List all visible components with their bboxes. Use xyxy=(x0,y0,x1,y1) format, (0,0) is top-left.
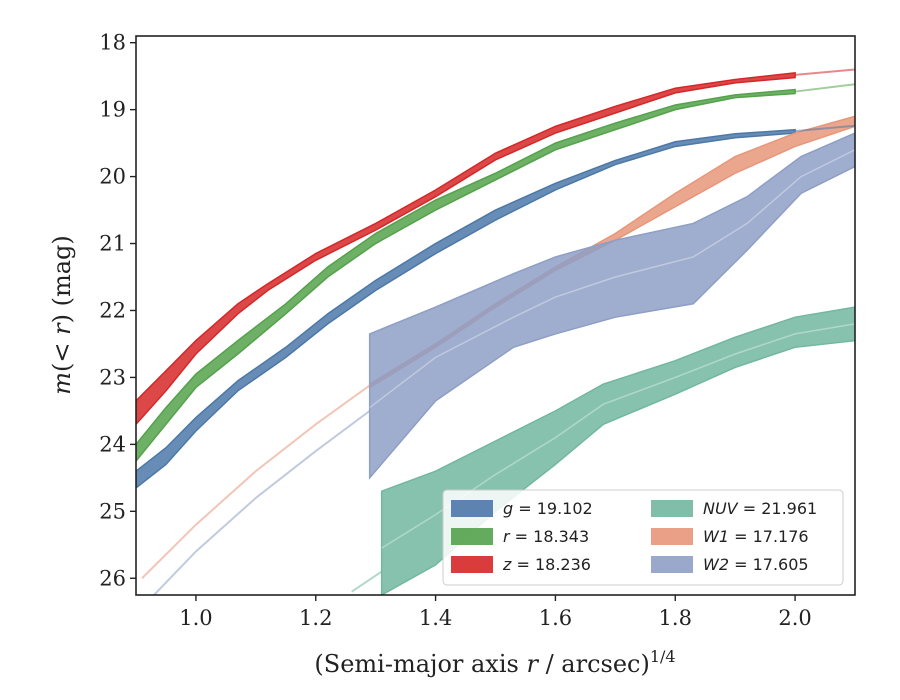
series-g-extrapolation xyxy=(794,124,855,133)
legend-label-g: g = 19.102 xyxy=(503,499,593,518)
x-axis-label: (Semi-major axis r / arcsec)1/4 xyxy=(314,647,675,678)
y-tick-label: 18 xyxy=(99,31,126,55)
plot-frame xyxy=(135,35,856,596)
series-r-extrapolation xyxy=(794,83,855,93)
legend-label-r: r = 18.343 xyxy=(503,527,589,546)
series-w2-centerline xyxy=(369,149,855,409)
y-tick-label: 19 xyxy=(99,98,126,122)
series-w1-extrapolation xyxy=(141,384,371,579)
y-axis-ticks: 18 19 20 21 22 23 24 25 26 xyxy=(99,31,136,590)
series-w2-band xyxy=(368,132,855,480)
legend-swatch-w2 xyxy=(651,556,693,573)
legend-swatch-nuv xyxy=(651,500,693,517)
legend-label-nuv: NUV = 21.961 xyxy=(703,499,817,518)
y-tick-label: 26 xyxy=(99,566,126,590)
legend-label-w1: W1 = 17.176 xyxy=(703,527,809,546)
series-lines xyxy=(141,68,855,595)
series-r-band xyxy=(136,88,796,463)
x-tick-label: 1.4 xyxy=(419,606,452,630)
legend-swatch-g xyxy=(451,500,493,517)
y-tick-label: 22 xyxy=(99,298,126,322)
legend-swatch-w1 xyxy=(651,528,693,545)
legend-box xyxy=(442,489,844,586)
legend: g = 19.102 r = 18.343 z = 18.236 NUV = 21.9… xyxy=(442,489,844,586)
legend-swatch-r xyxy=(451,528,493,545)
y-tick-label: 23 xyxy=(99,365,126,389)
x-tick-label: 1.8 xyxy=(659,606,692,630)
x-tick-label: 1.0 xyxy=(179,606,212,630)
series-z-band xyxy=(136,71,796,426)
x-tick-label: 2.0 xyxy=(778,606,811,630)
legend-label-z: z = 18.236 xyxy=(502,555,591,574)
x-tick-label: 1.2 xyxy=(299,606,332,630)
x-tick-label: 1.6 xyxy=(539,606,572,630)
series-z-extrapolation xyxy=(794,68,855,76)
legend-label-w2: W2 = 17.605 xyxy=(703,555,809,574)
y-axis-label: m(< r) (mag) xyxy=(48,235,76,395)
y-tick-label: 24 xyxy=(99,432,126,456)
x-axis-ticks: 1.0 1.2 1.4 1.6 1.8 2.0 xyxy=(179,595,812,630)
legend-swatch-z xyxy=(451,556,493,573)
series-w2-extrapolation xyxy=(153,410,371,595)
y-tick-label: 21 xyxy=(99,232,126,256)
series-nuv-extrapolation xyxy=(351,570,383,593)
y-tick-label: 20 xyxy=(99,165,126,189)
y-tick-label: 25 xyxy=(99,499,126,523)
